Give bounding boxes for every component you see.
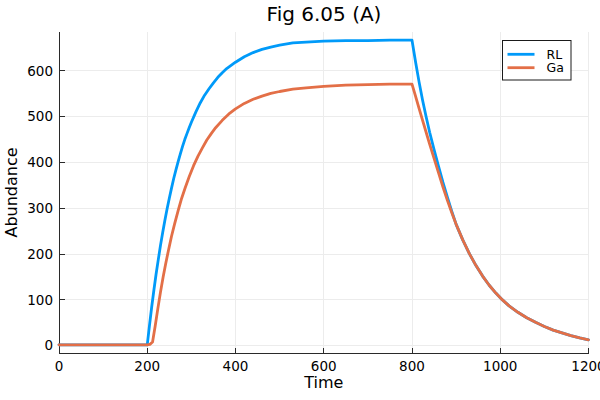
axes: 0 200 400 600 800 1000 1200 0 100 200 300 400 500 600 xyxy=(27,32,600,375)
chart-title: Fig 6.05 (A) xyxy=(267,2,382,26)
x-tick-label: 600 xyxy=(311,358,337,374)
x-tick-label: 1000 xyxy=(483,358,517,374)
y-tick-label: 0 xyxy=(44,337,53,353)
x-tick-label: 1200 xyxy=(571,358,600,374)
figure: 0 200 400 600 800 1000 1200 0 100 200 300 400 500 600… xyxy=(0,0,600,400)
x-axis-label: Time xyxy=(303,373,343,392)
line-chart: 0 200 400 600 800 1000 1200 0 100 200 300 400 500 600… xyxy=(0,0,600,400)
y-tick-label: 600 xyxy=(27,63,53,79)
y-tick-label: 300 xyxy=(27,200,53,216)
x-tick-label: 400 xyxy=(223,358,249,374)
y-tick-label: 500 xyxy=(27,108,53,124)
y-tick-label: 100 xyxy=(27,292,53,308)
x-tick-label: 200 xyxy=(134,358,160,374)
y-axis-label: Abundance xyxy=(2,147,21,237)
x-tick-label: 0 xyxy=(55,358,64,374)
legend: RLGa xyxy=(503,41,572,81)
y-tick-label: 200 xyxy=(27,246,53,262)
y-tick-label: 400 xyxy=(27,154,53,170)
x-tick-label: 800 xyxy=(399,358,425,374)
legend-label-ga: Ga xyxy=(547,60,564,75)
